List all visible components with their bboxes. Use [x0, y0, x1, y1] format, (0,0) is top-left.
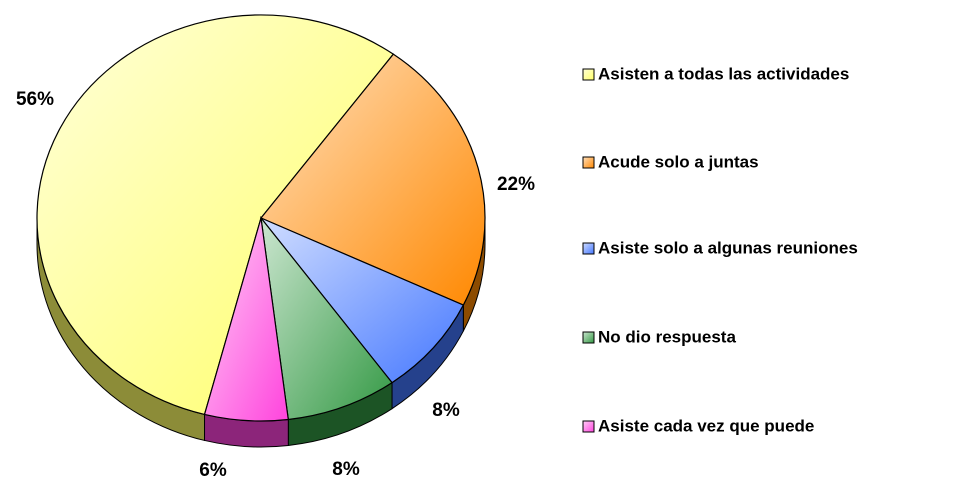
legend-swatch	[582, 331, 595, 344]
legend-label: No dio respuesta	[598, 327, 736, 346]
data-label: 8%	[432, 400, 460, 421]
legend-swatch	[582, 68, 595, 81]
legend-label: Acude solo a juntas	[598, 152, 759, 171]
legend-label: Asisten a todas las actividades	[598, 64, 849, 83]
pie-slice	[260, 217, 465, 384]
data-label: 22%	[497, 174, 535, 195]
data-label: 6%	[199, 460, 227, 481]
pie-tops	[36, 14, 486, 422]
pie-slice	[260, 215, 393, 421]
data-label: 56%	[16, 89, 54, 110]
legend-label: Asiste solo a algunas reuniones	[598, 238, 858, 257]
data-label: 8%	[332, 459, 360, 480]
pie-slice	[36, 14, 395, 416]
pie-slice	[260, 53, 486, 306]
legend-swatch	[582, 420, 595, 433]
pie-slice	[203, 217, 289, 422]
legend-swatch	[582, 242, 595, 255]
legend: Asisten a todas las actividades Acude sol…	[582, 64, 858, 435]
legend-swatch	[582, 156, 595, 169]
legend-label: Asiste cada vez que puede	[598, 416, 814, 435]
pie-walls	[36, 217, 486, 448]
labels: 56% 22% 8% 8% 6%	[16, 89, 535, 481]
